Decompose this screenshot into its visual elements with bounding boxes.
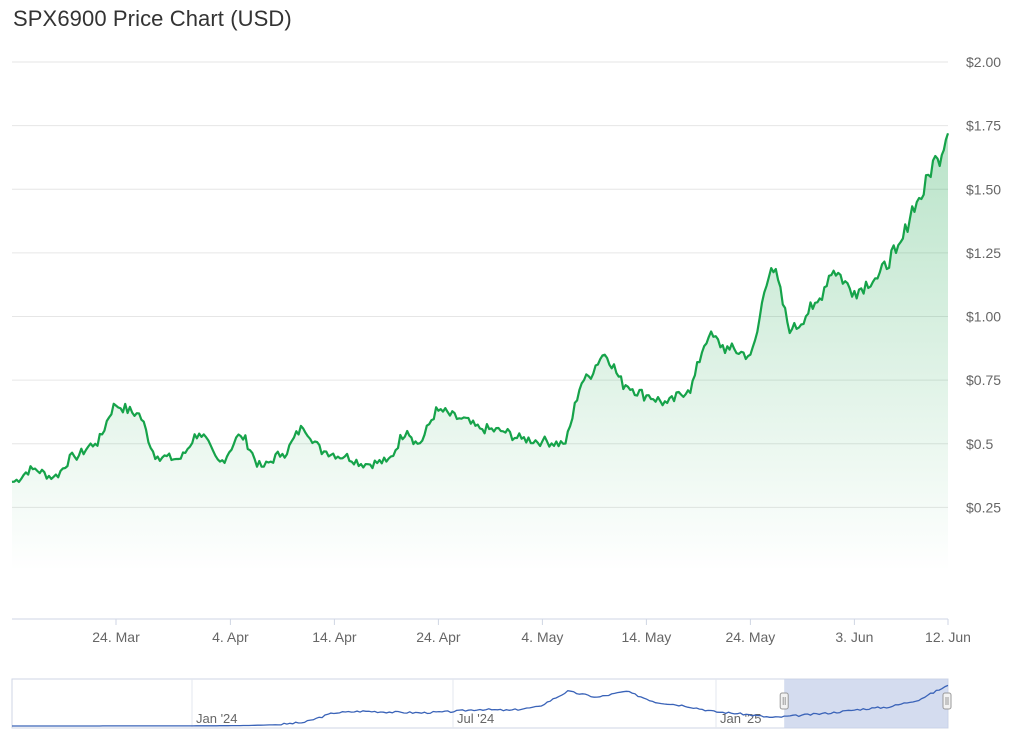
y-tick-label: $0.25 xyxy=(966,499,1001,515)
navigator-handle-right[interactable] xyxy=(942,692,952,710)
x-tick-label: 24. May xyxy=(725,629,775,645)
y-tick-label: $1.50 xyxy=(966,181,1001,197)
y-tick-label: $1.00 xyxy=(966,309,1001,325)
y-tick-label: $0.75 xyxy=(966,372,1001,388)
navigator-label: Jan '24 xyxy=(196,711,238,726)
price-area xyxy=(12,133,948,572)
navigator-handle-left[interactable] xyxy=(779,692,789,710)
y-axis: $0.25 $0.5 $0.75 $1.00 $1.25 $1.50 $1.75 $2.00 xyxy=(966,54,1001,515)
x-axis: 24. Mar 4. Apr 14. Apr 24. Apr 4. May 14. May… xyxy=(92,619,971,645)
x-tick-label: 14. Apr xyxy=(312,629,357,645)
y-tick-label: $0.5 xyxy=(966,436,993,452)
x-tick-label: 4. Apr xyxy=(212,629,249,645)
x-tick-label: 3. Jun xyxy=(835,629,873,645)
x-tick-label: 4. May xyxy=(521,629,563,645)
x-tick-label: 14. May xyxy=(621,629,671,645)
y-tick-label: $2.00 xyxy=(966,54,1001,70)
x-tick-label: 24. Mar xyxy=(92,629,140,645)
navigator-line xyxy=(12,684,949,727)
price-line xyxy=(11,132,950,484)
chart-title: SPX6900 Price Chart (USD) xyxy=(13,6,292,31)
y-tick-label: $1.75 xyxy=(966,118,1001,134)
y-tick-label: $1.25 xyxy=(966,245,1001,261)
navigator[interactable]: Jan '24 Jul '24 Jan '25 xyxy=(11,678,952,729)
x-tick-label: 12. Jun xyxy=(925,629,971,645)
navigator-label: Jul '24 xyxy=(457,711,494,726)
navigator-selection[interactable] xyxy=(784,679,948,728)
handle-grip[interactable] xyxy=(942,692,952,710)
handle-grip[interactable] xyxy=(779,692,789,710)
x-tick-label: 24. Apr xyxy=(416,629,461,645)
